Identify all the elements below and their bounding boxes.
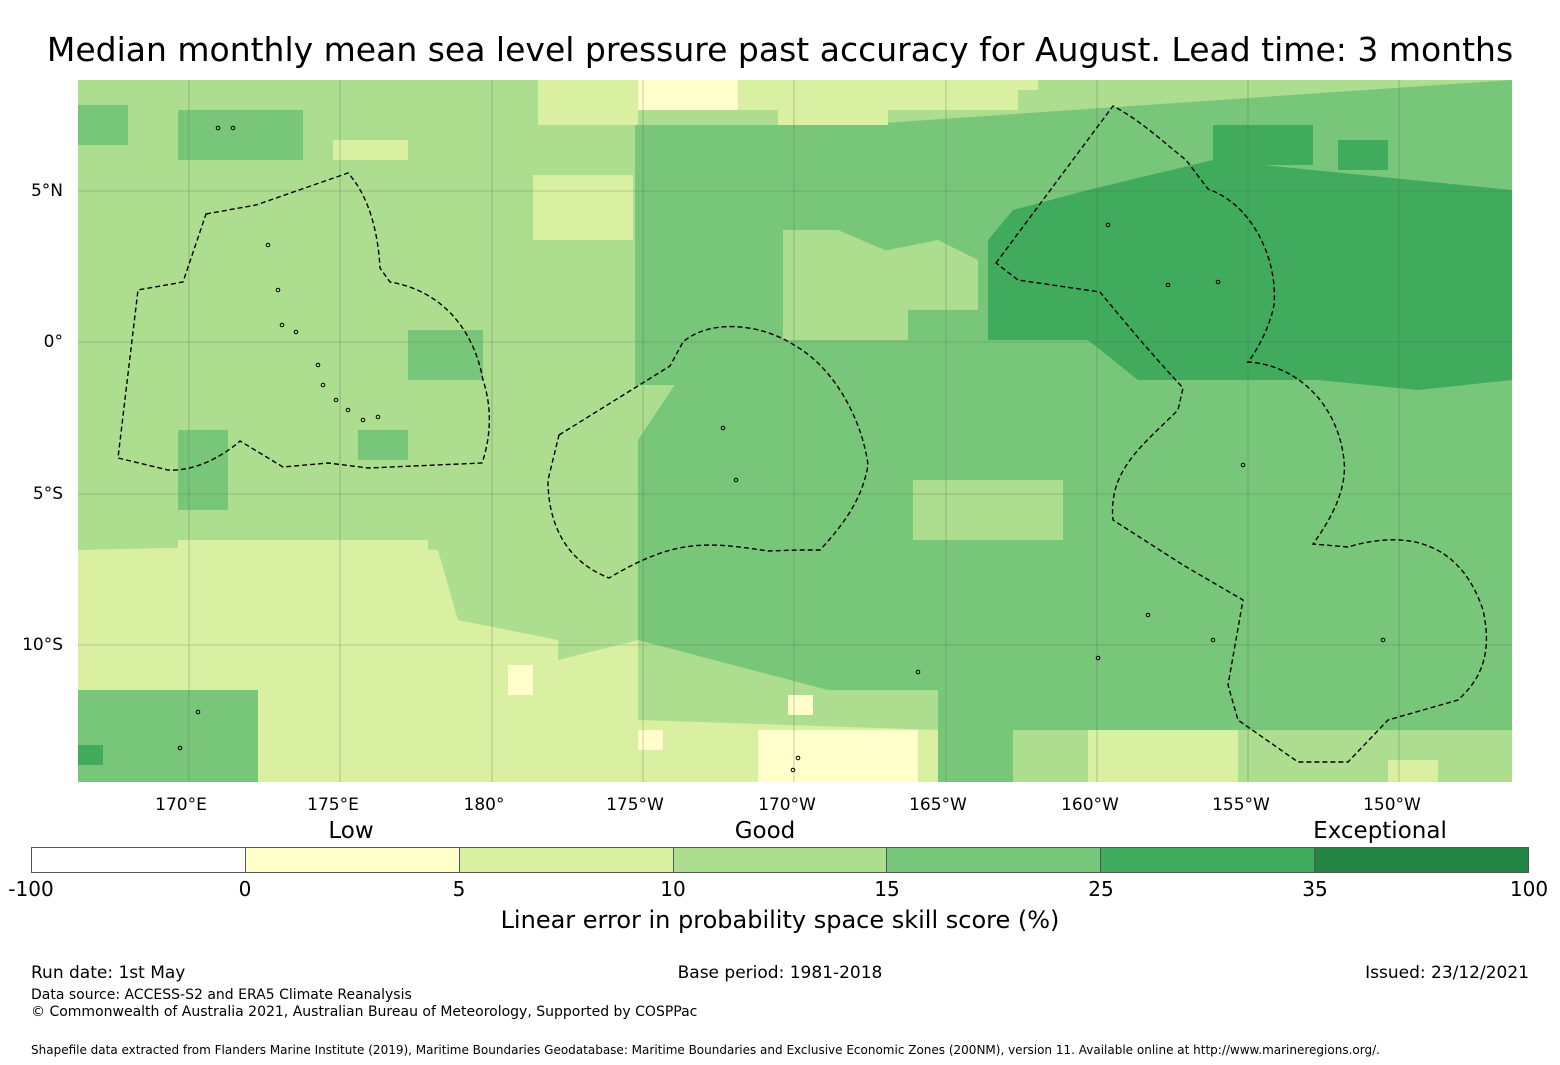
island-shape: [790, 767, 796, 773]
lon-label-180: 180°: [463, 795, 505, 815]
cb-tick: 5: [452, 877, 466, 901]
colorbar-segment: [887, 848, 1102, 872]
skill-patch: [1388, 760, 1438, 782]
skill-grid: [78, 80, 1512, 782]
island-shape: [279, 322, 285, 328]
lat-label-5n: 5°N: [30, 181, 63, 201]
skill-patch: [1088, 730, 1238, 782]
island-shape: [915, 669, 921, 675]
island-shape: [345, 407, 351, 413]
lon-label-170w: 170°W: [758, 795, 816, 815]
skill-patch: [788, 695, 813, 715]
island-shape: [733, 477, 739, 483]
skill-map: [78, 80, 1512, 782]
lat-label-10s: 10°S: [22, 635, 63, 655]
lon-label-175w: 175°W: [606, 795, 664, 815]
cb-tick: 100: [1509, 877, 1549, 901]
island-shape: [275, 287, 281, 293]
island-shape: [375, 414, 381, 420]
run-date: Run date: 1st May: [31, 963, 186, 983]
skill-region-high: [1338, 140, 1388, 170]
island-shape: [1165, 282, 1171, 288]
island-shape: [720, 425, 726, 431]
lon-label-155w: 155°W: [1212, 795, 1270, 815]
colorbar-segment: [32, 848, 246, 872]
lat-label-0: 0°: [43, 332, 63, 352]
colorbar-label: Linear error in probability space skill …: [500, 906, 1060, 934]
island-shape: [333, 397, 339, 403]
cb-tick: 0: [238, 877, 252, 901]
skill-patch: [358, 430, 408, 460]
cb-tick: 15: [874, 877, 900, 901]
lon-label-150w: 150°W: [1363, 795, 1421, 815]
cb-tick: 10: [660, 877, 686, 901]
skill-patch: [78, 745, 103, 765]
island-shape: [1145, 612, 1151, 618]
island-shape: [1210, 637, 1216, 643]
lat-label-5s: 5°S: [32, 484, 63, 504]
skill-patch: [78, 690, 258, 782]
cb-tick: -100: [8, 877, 54, 901]
skill-patch: [958, 80, 1038, 90]
skill-patch: [78, 105, 128, 145]
band-label-exceptional: Exceptional: [1313, 818, 1447, 844]
lon-label-175e: 175°E: [307, 795, 359, 815]
skill-patch: [913, 480, 1063, 540]
eez-boundary-line-islands: [995, 105, 1488, 763]
skill-patch: [778, 110, 888, 125]
island-shape: [1095, 655, 1101, 661]
cb-tick: 25: [1088, 877, 1114, 901]
skill-region-low: [178, 540, 428, 680]
base-period: Base period: 1981-2018: [677, 963, 883, 983]
skill-region-high: [1213, 125, 1313, 165]
cb-tick: 35: [1302, 877, 1328, 901]
colorbar: [31, 847, 1529, 873]
skill-patch: [408, 330, 483, 380]
skill-patch: [178, 110, 303, 160]
skill-patch: [638, 730, 663, 750]
island-shape: [1215, 279, 1221, 285]
skill-patch: [508, 665, 533, 695]
eez-boundary-tokelau: [547, 325, 869, 579]
skill-patch: [333, 140, 408, 160]
island-shape: [1240, 462, 1246, 468]
island-shape: [177, 745, 183, 751]
skill-patch: [178, 460, 228, 510]
island-shape: [265, 242, 271, 248]
lon-label-160w: 160°W: [1061, 795, 1119, 815]
island-shape: [320, 382, 326, 388]
island-shape: [1380, 637, 1386, 643]
skill-region-high: [988, 160, 1512, 390]
island-shape: [195, 709, 201, 715]
map-title: Median monthly mean sea level pressure p…: [46, 30, 1514, 69]
eez-boundary-kiribati-gilbert: [117, 172, 490, 471]
colorbar-segment: [245, 848, 460, 872]
colorbar-segment: [459, 848, 674, 872]
shapefile-credit: Shapefile data extracted from Flanders M…: [31, 1043, 1380, 1057]
band-label-good: Good: [734, 818, 796, 844]
skill-patch: [758, 730, 918, 782]
data-source: Data source: ACCESS-S2 and ERA5 Climate …: [31, 987, 412, 1003]
lon-label-165w: 165°W: [909, 795, 967, 815]
skill-patch: [538, 80, 638, 125]
island-shape: [230, 125, 236, 131]
skill-patch: [533, 175, 633, 240]
island-shape: [1105, 222, 1111, 228]
island-shape: [293, 329, 299, 335]
copyright: © Commonwealth of Australia 2021, Austra…: [31, 1004, 698, 1020]
skill-patch: [838, 240, 978, 310]
lon-label-170e: 170°E: [155, 795, 207, 815]
island-shape: [215, 125, 221, 131]
issued-date: Issued: 23/12/2021: [1365, 963, 1529, 983]
island-shape: [315, 362, 321, 368]
island-shape: [360, 417, 366, 423]
colorbar-segment: [673, 848, 888, 872]
island-shape: [795, 755, 801, 761]
band-label-low: Low: [328, 818, 374, 844]
colorbar-segment: [1315, 848, 1529, 872]
colorbar-segment: [1101, 848, 1316, 872]
